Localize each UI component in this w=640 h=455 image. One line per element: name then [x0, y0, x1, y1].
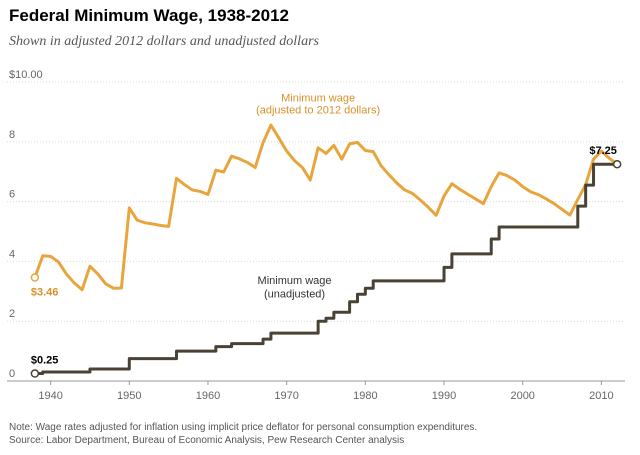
y-tick-label: $10.00 — [9, 69, 43, 81]
x-tick-label: 1970 — [274, 390, 298, 402]
y-tick-label: 0 — [9, 368, 15, 380]
x-tick-label: 1960 — [196, 390, 220, 402]
series-label-adjusted: (adjusted to 2012 dollars) — [256, 104, 380, 116]
adjusted-wage-line — [33, 123, 619, 292]
x-tick-label: 1950 — [117, 390, 141, 402]
chart-title: Federal Minimum Wage, 1938-2012 — [9, 6, 289, 25]
y-tick-label: 2 — [9, 308, 15, 320]
series-label-adjusted: Minimum wage — [281, 92, 355, 104]
y-tick-label: 8 — [9, 129, 15, 141]
end-value-label: $0.25 — [31, 355, 59, 367]
unadjusted-wage-line — [33, 162, 619, 376]
x-tick-label: 1980 — [353, 390, 377, 402]
chart-footer: Note: Wage rates adjusted for inflation … — [9, 421, 477, 447]
y-tick-label: 6 — [9, 189, 15, 201]
series-label-unadjusted: Minimum wage — [258, 275, 332, 287]
source-note: Source: Labor Department, Bureau of Econ… — [9, 435, 405, 446]
x-tick-label: 1990 — [432, 390, 456, 402]
end-value-label: $7.25 — [589, 145, 617, 157]
data-point-marker — [30, 369, 40, 378]
series-label-unadjusted: (unadjusted) — [264, 288, 325, 300]
y-tick-label: 4 — [9, 248, 15, 260]
x-tick-label: 2000 — [510, 390, 534, 402]
x-tick-label: 2010 — [589, 390, 613, 402]
data-point-marker — [612, 159, 622, 169]
end-value-label: $3.46 — [31, 287, 59, 299]
footnote: Note: Wage rates adjusted for inflation … — [9, 422, 478, 433]
data-point-marker — [30, 273, 40, 282]
x-tick-label: 1940 — [38, 390, 62, 402]
chart-subtitle: Shown in adjusted 2012 dollars and unadj… — [9, 34, 319, 49]
